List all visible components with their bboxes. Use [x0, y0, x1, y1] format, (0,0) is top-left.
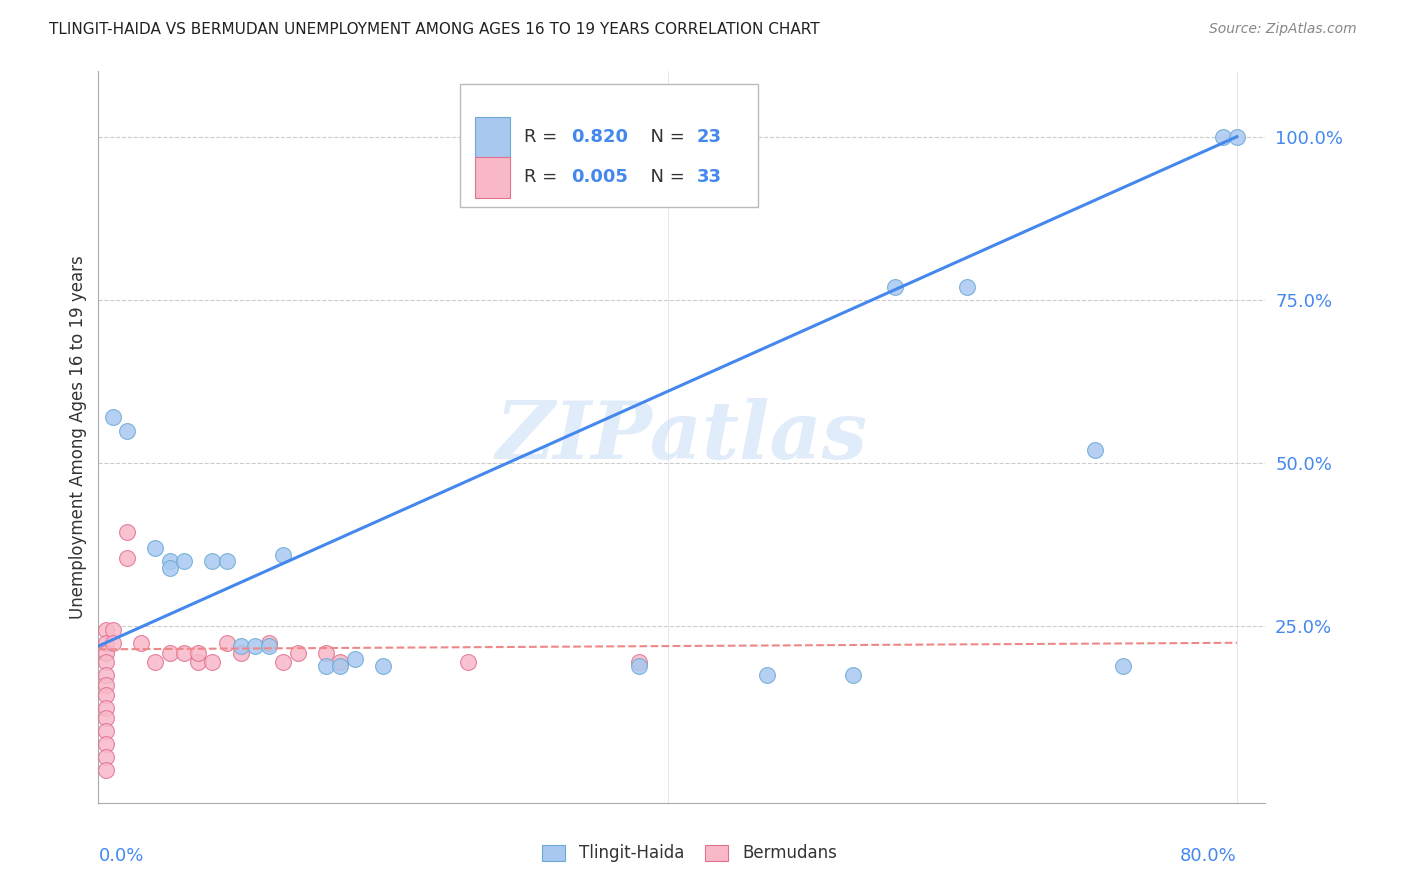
Text: 0.005: 0.005 — [571, 169, 628, 186]
Text: Source: ZipAtlas.com: Source: ZipAtlas.com — [1209, 22, 1357, 37]
Point — [243, 639, 266, 653]
Y-axis label: Unemployment Among Ages 16 to 19 years: Unemployment Among Ages 16 to 19 years — [69, 255, 87, 619]
Text: ZIPatlas: ZIPatlas — [496, 399, 868, 475]
Point — [173, 554, 195, 568]
Point — [257, 639, 280, 653]
Point — [94, 711, 117, 725]
Point — [1212, 129, 1234, 144]
Point — [201, 656, 224, 670]
Text: 23: 23 — [697, 128, 723, 146]
Point — [159, 560, 181, 574]
Point — [129, 636, 152, 650]
Text: Tlingit-Haida: Tlingit-Haida — [579, 844, 685, 863]
Point — [329, 658, 352, 673]
Point — [94, 750, 117, 764]
Point — [159, 646, 181, 660]
Text: Bermudans: Bermudans — [742, 844, 838, 863]
Point — [94, 668, 117, 682]
Point — [457, 656, 479, 670]
Point — [94, 678, 117, 692]
FancyBboxPatch shape — [460, 84, 758, 207]
Point — [229, 646, 252, 660]
Point — [115, 424, 138, 438]
Point — [1084, 443, 1107, 458]
Point — [94, 656, 117, 670]
Point — [187, 656, 209, 670]
Point — [94, 763, 117, 777]
Point — [628, 656, 651, 670]
Point — [115, 550, 138, 565]
Point — [94, 737, 117, 751]
Text: R =: R = — [524, 128, 564, 146]
Point — [315, 646, 337, 660]
Bar — [475, 117, 510, 157]
Point — [94, 701, 117, 715]
Bar — [541, 846, 565, 862]
Point — [628, 658, 651, 673]
Bar — [706, 846, 728, 862]
Point — [101, 636, 124, 650]
Point — [159, 554, 181, 568]
Point — [955, 280, 977, 294]
Point — [115, 524, 138, 539]
Point — [329, 656, 352, 670]
Text: 0.0%: 0.0% — [98, 847, 143, 864]
Point — [229, 639, 252, 653]
Point — [101, 410, 124, 425]
Point — [101, 623, 124, 637]
Point — [841, 668, 863, 682]
Text: 0.820: 0.820 — [571, 128, 628, 146]
Text: TLINGIT-HAIDA VS BERMUDAN UNEMPLOYMENT AMONG AGES 16 TO 19 YEARS CORRELATION CHA: TLINGIT-HAIDA VS BERMUDAN UNEMPLOYMENT A… — [49, 22, 820, 37]
Text: N =: N = — [638, 128, 690, 146]
Point — [94, 723, 117, 738]
Point — [1112, 658, 1135, 673]
Text: R =: R = — [524, 169, 564, 186]
Point — [187, 646, 209, 660]
Text: 33: 33 — [697, 169, 723, 186]
Point — [94, 636, 117, 650]
Point — [273, 656, 295, 670]
Point — [756, 668, 779, 682]
Point — [257, 636, 280, 650]
Point — [371, 658, 394, 673]
Point — [143, 541, 166, 555]
Point — [215, 636, 238, 650]
Point — [273, 548, 295, 562]
Point — [94, 623, 117, 637]
Point — [94, 646, 117, 660]
Bar — [475, 157, 510, 197]
Point — [94, 688, 117, 702]
Point — [1226, 129, 1249, 144]
Point — [173, 646, 195, 660]
Point — [315, 658, 337, 673]
Point — [287, 646, 309, 660]
Point — [884, 280, 907, 294]
Text: 80.0%: 80.0% — [1180, 847, 1237, 864]
Point — [143, 656, 166, 670]
Point — [201, 554, 224, 568]
Point — [215, 554, 238, 568]
Point — [343, 652, 366, 666]
Text: N =: N = — [638, 169, 690, 186]
